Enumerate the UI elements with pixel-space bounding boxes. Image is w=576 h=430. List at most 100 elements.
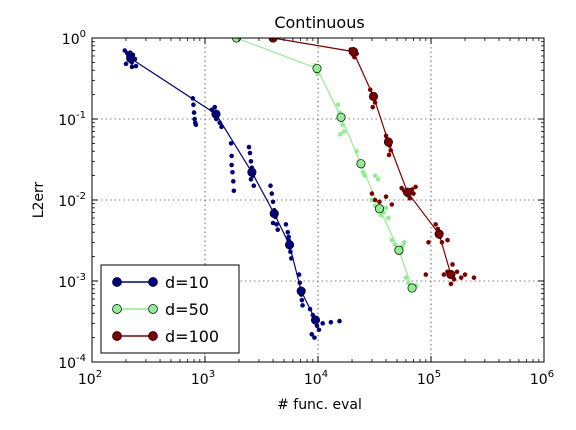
sample-point: [403, 275, 409, 280]
sample-point: [231, 188, 237, 194]
sample-point: [127, 50, 133, 55]
sample-point: [229, 162, 234, 168]
sample-point: [286, 234, 291, 240]
sample-point: [192, 116, 197, 122]
sample-point: [285, 229, 291, 235]
sample-point: [270, 220, 276, 226]
sample-point: [247, 150, 253, 156]
sample-point: [370, 104, 376, 110]
mean-point: [394, 245, 404, 255]
legend-marker: [112, 277, 122, 287]
x-tick-label: 102: [78, 369, 102, 388]
sample-point: [389, 202, 395, 207]
x-tick-labels: 102 103 104 105 106: [78, 369, 554, 388]
sample-point: [129, 64, 135, 70]
mean-point: [407, 283, 417, 293]
sample-point: [337, 318, 342, 324]
sample-point: [251, 183, 257, 189]
mean-point: [368, 91, 379, 101]
mean-point: [310, 315, 321, 325]
mean-point: [446, 270, 456, 280]
sample-point: [383, 194, 389, 199]
sample-point: [454, 269, 460, 275]
sample-point: [248, 159, 254, 164]
sample-point: [320, 321, 325, 326]
sample-point: [441, 272, 447, 277]
mean-point: [374, 204, 385, 214]
series-layer: [122, 38, 477, 340]
sample-point: [413, 184, 418, 190]
y-tick-label: 10-3: [58, 272, 86, 291]
mean-point: [247, 167, 257, 177]
x-tick-label: 103: [191, 369, 215, 388]
sample-point: [268, 183, 273, 189]
sample-point: [341, 129, 347, 134]
sample-point: [377, 199, 382, 205]
sample-point: [445, 237, 450, 243]
sample-point: [229, 153, 234, 159]
sample-point: [369, 197, 375, 203]
mean-point: [434, 229, 444, 239]
sample-point: [300, 303, 305, 308]
sample-point: [274, 222, 279, 227]
sample-point: [450, 262, 455, 267]
sample-point: [248, 177, 254, 182]
sample-point: [328, 319, 334, 325]
sample-point: [269, 191, 275, 196]
mean-point: [348, 47, 358, 57]
sample-point: [338, 131, 343, 137]
sample-point: [299, 297, 305, 303]
sample-point: [193, 122, 199, 128]
legend-marker: [148, 277, 158, 287]
legend-label: d=10: [165, 273, 209, 292]
sample-point: [230, 169, 235, 175]
sample-point: [316, 327, 322, 333]
mean-point: [356, 159, 366, 169]
series-d=10: [122, 48, 342, 340]
legend-marker: [112, 304, 122, 314]
sample-point: [401, 240, 407, 245]
y-tick-labels: 10-4 10-3 10-2 10-1 100: [58, 29, 86, 372]
sample-point: [375, 177, 381, 182]
y-tick-label: 10-2: [58, 191, 86, 210]
sample-point: [372, 173, 378, 178]
sample-point: [426, 240, 431, 245]
legend-marker: [148, 304, 158, 314]
sample-point: [389, 237, 395, 243]
mean-point: [284, 240, 295, 250]
x-tick-label: 105: [417, 369, 441, 388]
sample-point: [270, 199, 276, 205]
mean-point: [126, 53, 136, 63]
legend: d=10 d=50 d=100: [100, 264, 240, 354]
sample-point: [386, 152, 392, 158]
sample-point: [283, 222, 289, 227]
mean-point: [269, 209, 279, 219]
legend-marker: [112, 331, 122, 341]
x-axis-title: # func. eval: [277, 397, 362, 413]
y-tick-label: 100: [62, 29, 86, 48]
sample-point: [411, 191, 416, 196]
sample-point: [275, 227, 281, 232]
chart-title: Continuous: [274, 13, 364, 32]
sample-point: [228, 141, 234, 146]
sample-point: [314, 323, 320, 329]
mean-point: [402, 187, 413, 197]
y-axis-title: L2err: [31, 181, 47, 218]
sample-point: [386, 215, 391, 221]
legend-marker: [148, 331, 158, 341]
sample-point: [309, 331, 315, 337]
mean-point: [231, 38, 242, 43]
sample-point: [191, 102, 196, 108]
legend-label: d=50: [165, 300, 209, 319]
mean-point: [383, 137, 393, 147]
sample-point: [133, 63, 139, 69]
mean-point: [336, 112, 346, 122]
sample-point: [230, 179, 236, 184]
sample-point: [335, 102, 341, 108]
legend-label: d=100: [165, 327, 219, 346]
sample-point: [246, 144, 252, 150]
sample-point: [423, 272, 429, 277]
y-tick-label: 10-4: [58, 353, 86, 372]
